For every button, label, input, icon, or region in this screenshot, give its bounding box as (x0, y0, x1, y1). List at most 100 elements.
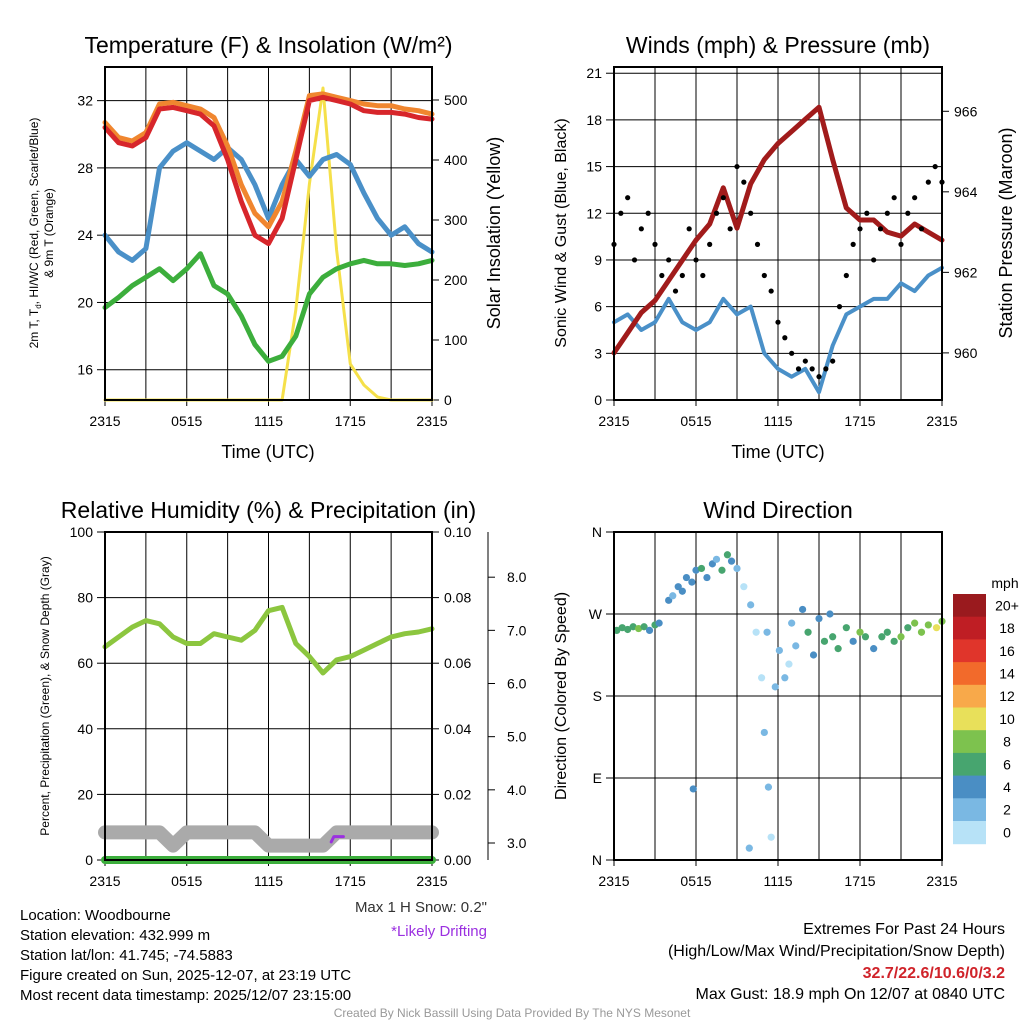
colorbar-title: mph (991, 575, 1018, 591)
direction-point (849, 637, 857, 645)
colorbar-label: 10 (999, 711, 1015, 727)
gust-point (720, 195, 726, 201)
direction-point (640, 623, 648, 631)
x-tick-label: 2315 (416, 413, 447, 429)
x-tick-label: 0515 (171, 873, 202, 889)
x-tick-label: 1115 (763, 413, 792, 429)
y-tick-label: W (589, 606, 603, 622)
wind-panel (606, 67, 943, 406)
gust-point (871, 257, 877, 263)
direction-point (917, 628, 926, 636)
gust-point (768, 288, 774, 294)
series-drift (329, 835, 345, 844)
direction-point (655, 619, 663, 627)
y-axis-label-part: , HI/WC (Red, Green, Scarlet/Blue) (27, 118, 41, 305)
gust-point (748, 210, 754, 216)
gust-point (754, 241, 761, 247)
dir-panel (606, 531, 943, 866)
gust-point (918, 226, 925, 232)
gust-point (823, 366, 829, 372)
y-tick-label: 20 (77, 294, 93, 310)
plot-border (613, 531, 943, 861)
direction-point (692, 566, 700, 574)
y-tick-label: S (593, 688, 602, 704)
direction-point (745, 844, 753, 852)
gust-point (741, 179, 747, 185)
x-tick-label: 2315 (89, 873, 120, 889)
gust-point (816, 374, 822, 380)
direction-point (799, 605, 807, 614)
gust-point (789, 350, 795, 356)
snow-tick-label: 3.0 (507, 835, 527, 851)
colorbar-label: 18 (999, 620, 1015, 636)
extremes-block: Extremes For Past 24 Hours (High/Low/Max… (668, 919, 1005, 1005)
y2-tick-label: 0 (444, 392, 452, 408)
direction-point (883, 628, 891, 636)
direction-point (834, 645, 842, 653)
y-tick-label: 18 (586, 112, 602, 128)
y-tick-label: 32 (77, 93, 93, 109)
direction-point (767, 833, 775, 841)
x-tick-label: 1715 (844, 873, 875, 889)
y-axis-label: Percent, Precipitation (Green), & Snow D… (38, 556, 52, 835)
gust-point (795, 366, 802, 372)
y2-tick-label: 0.00 (444, 852, 471, 868)
direction-point (829, 633, 837, 641)
extremes-title: Extremes For Past 24 Hours (803, 921, 1005, 938)
y-axis-label: Direction (Colored By Speed) (553, 592, 570, 800)
y2-tick-label: 0.04 (444, 721, 471, 737)
x-tick-label: 1715 (335, 413, 366, 429)
gust-point (679, 272, 685, 279)
x-tick-label: 1115 (763, 873, 792, 889)
x-tick-label: 2315 (598, 873, 629, 889)
y2-tick-label: 300 (444, 212, 468, 228)
direction-point (760, 728, 768, 737)
x-tick-label: 1115 (254, 873, 283, 889)
y2-tick-label: 0.10 (444, 524, 471, 540)
direction-point (635, 624, 643, 633)
gust-point (932, 163, 938, 170)
colorbar-swatch (953, 662, 986, 686)
direction-point (758, 674, 766, 682)
gust-point (802, 358, 808, 364)
wind-title: Winds (mph) & Pressure (mb) (626, 32, 930, 58)
extremes-values: 32.7/22.6/10.6/0/3.2 (862, 965, 1005, 982)
gust-point (652, 241, 658, 247)
y-tick-label: 0 (85, 852, 93, 868)
gust-point (836, 304, 843, 310)
direction-point (820, 637, 829, 645)
direction-point (645, 626, 654, 635)
direction-point (723, 551, 732, 559)
series-snow-depth (98, 825, 439, 853)
station-elevation: Station elevation: 432.999 m (20, 927, 211, 944)
x-tick-label: 0515 (680, 873, 711, 889)
direction-point (924, 621, 932, 629)
direction-point (826, 610, 834, 618)
y2-tick-label: 500 (444, 92, 468, 108)
direction-point (792, 642, 800, 650)
temp-title: Temperature (F) & Insolation (W/m²) (84, 32, 452, 58)
x-tick-label: 0515 (171, 413, 202, 429)
direction-point (861, 633, 870, 641)
y-tick-label: 100 (70, 524, 94, 540)
station-location: Location: Woodbourne (20, 907, 171, 924)
series-sonic-wind (612, 265, 944, 395)
plot-border (104, 66, 433, 401)
y-tick-label: N (592, 852, 602, 868)
direction-point (870, 645, 878, 653)
colorbar-swatch (953, 707, 986, 731)
gust-point (891, 195, 897, 201)
colorbar-label: 0 (1003, 824, 1011, 840)
direction-point (771, 683, 779, 691)
snow-tick-label: 8.0 (507, 569, 527, 585)
y-tick-label: 15 (586, 159, 602, 175)
series-dewpoint (102, 251, 435, 364)
gust-point (864, 210, 870, 216)
direction-point (629, 623, 637, 631)
y-tick-label: 16 (77, 362, 93, 378)
gust-point (659, 272, 665, 279)
y-axis-label-2: & 9m T (Orange) (42, 188, 56, 278)
colorbar-swatch (953, 594, 986, 618)
